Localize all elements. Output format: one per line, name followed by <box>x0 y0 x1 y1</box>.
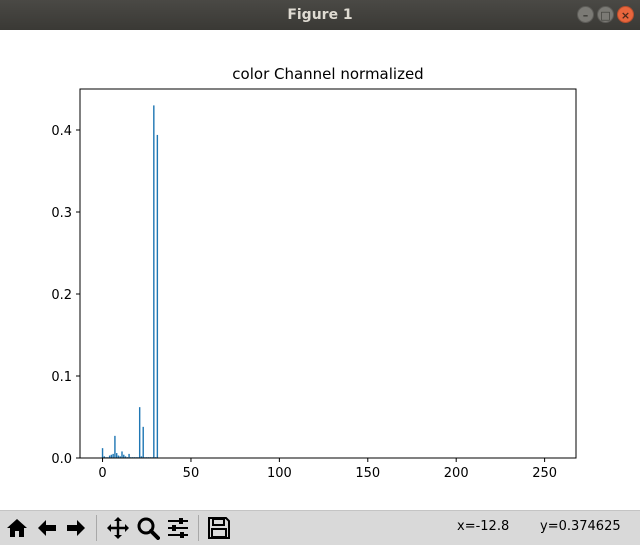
y-tick-label: 0.3 <box>51 206 72 221</box>
forward-arrow-icon <box>66 519 85 536</box>
close-button[interactable]: × <box>617 6 634 23</box>
bar <box>119 456 121 458</box>
zoom-button[interactable] <box>134 514 161 541</box>
configure-subplots-button[interactable] <box>164 514 191 541</box>
x-coordinate-readout: x=-12.8 <box>457 519 510 534</box>
bar <box>108 455 111 458</box>
y-axis: 0.0 0.1 0.2 0.3 0.4 <box>51 124 80 467</box>
forward-button[interactable] <box>62 514 89 541</box>
home-button[interactable] <box>3 514 30 541</box>
bar <box>117 455 120 458</box>
y-tick-label: 0.1 <box>51 370 72 385</box>
save-button[interactable] <box>205 514 232 541</box>
x-tick-label: 50 <box>183 466 200 481</box>
bar <box>142 426 144 458</box>
maximize-button[interactable]: □ <box>597 6 614 23</box>
y-tick-label: 0.0 <box>51 452 72 467</box>
toolbar-separator <box>198 515 199 541</box>
bar <box>112 453 114 458</box>
bar <box>124 456 127 458</box>
chart: color Channel normalized 0 50 100 150 200 250… <box>51 65 577 481</box>
bar <box>140 456 143 458</box>
bar <box>138 407 141 458</box>
pan-button[interactable] <box>104 514 131 541</box>
back-arrow-icon <box>37 519 56 536</box>
bar <box>110 454 113 458</box>
bar <box>101 448 104 458</box>
y-tick-label: 0.4 <box>51 124 72 139</box>
zoom-icon <box>137 517 160 540</box>
x-tick-label: 100 <box>267 466 292 481</box>
pan-icon <box>106 516 129 539</box>
back-button[interactable] <box>33 514 60 541</box>
bar <box>156 134 159 459</box>
window-titlebar: Figure 1 – □ × <box>0 0 640 30</box>
save-icon <box>207 516 230 539</box>
bar <box>115 453 118 458</box>
home-icon <box>6 518 27 537</box>
bar <box>128 453 130 458</box>
bar <box>123 454 125 458</box>
navigation-toolbar: x=-12.8 y=0.374625 <box>0 510 640 545</box>
bar <box>153 105 155 459</box>
bars-group <box>101 105 159 459</box>
figure-canvas[interactable]: color Channel normalized 0 50 100 150 200 250… <box>0 30 640 510</box>
y-tick-label: 0.2 <box>51 288 72 303</box>
bar <box>103 456 106 458</box>
axes-frame <box>79 88 577 459</box>
y-coordinate-readout: y=0.374625 <box>540 519 621 534</box>
x-tick-label: 0 <box>98 466 106 481</box>
x-axis: 0 50 100 150 200 250 <box>98 458 557 481</box>
x-tick-label: 200 <box>444 466 469 481</box>
x-tick-label: 150 <box>355 466 380 481</box>
toolbar-separator <box>96 515 97 541</box>
bar <box>121 451 123 458</box>
window-title: Figure 1 <box>287 7 353 23</box>
chart-title: color Channel normalized <box>232 65 423 83</box>
minimize-button[interactable]: – <box>577 6 594 23</box>
bar <box>114 435 116 458</box>
x-tick-label: 250 <box>532 466 557 481</box>
window-controls: – □ × <box>577 6 634 23</box>
configure-subplots-icon <box>167 517 188 538</box>
